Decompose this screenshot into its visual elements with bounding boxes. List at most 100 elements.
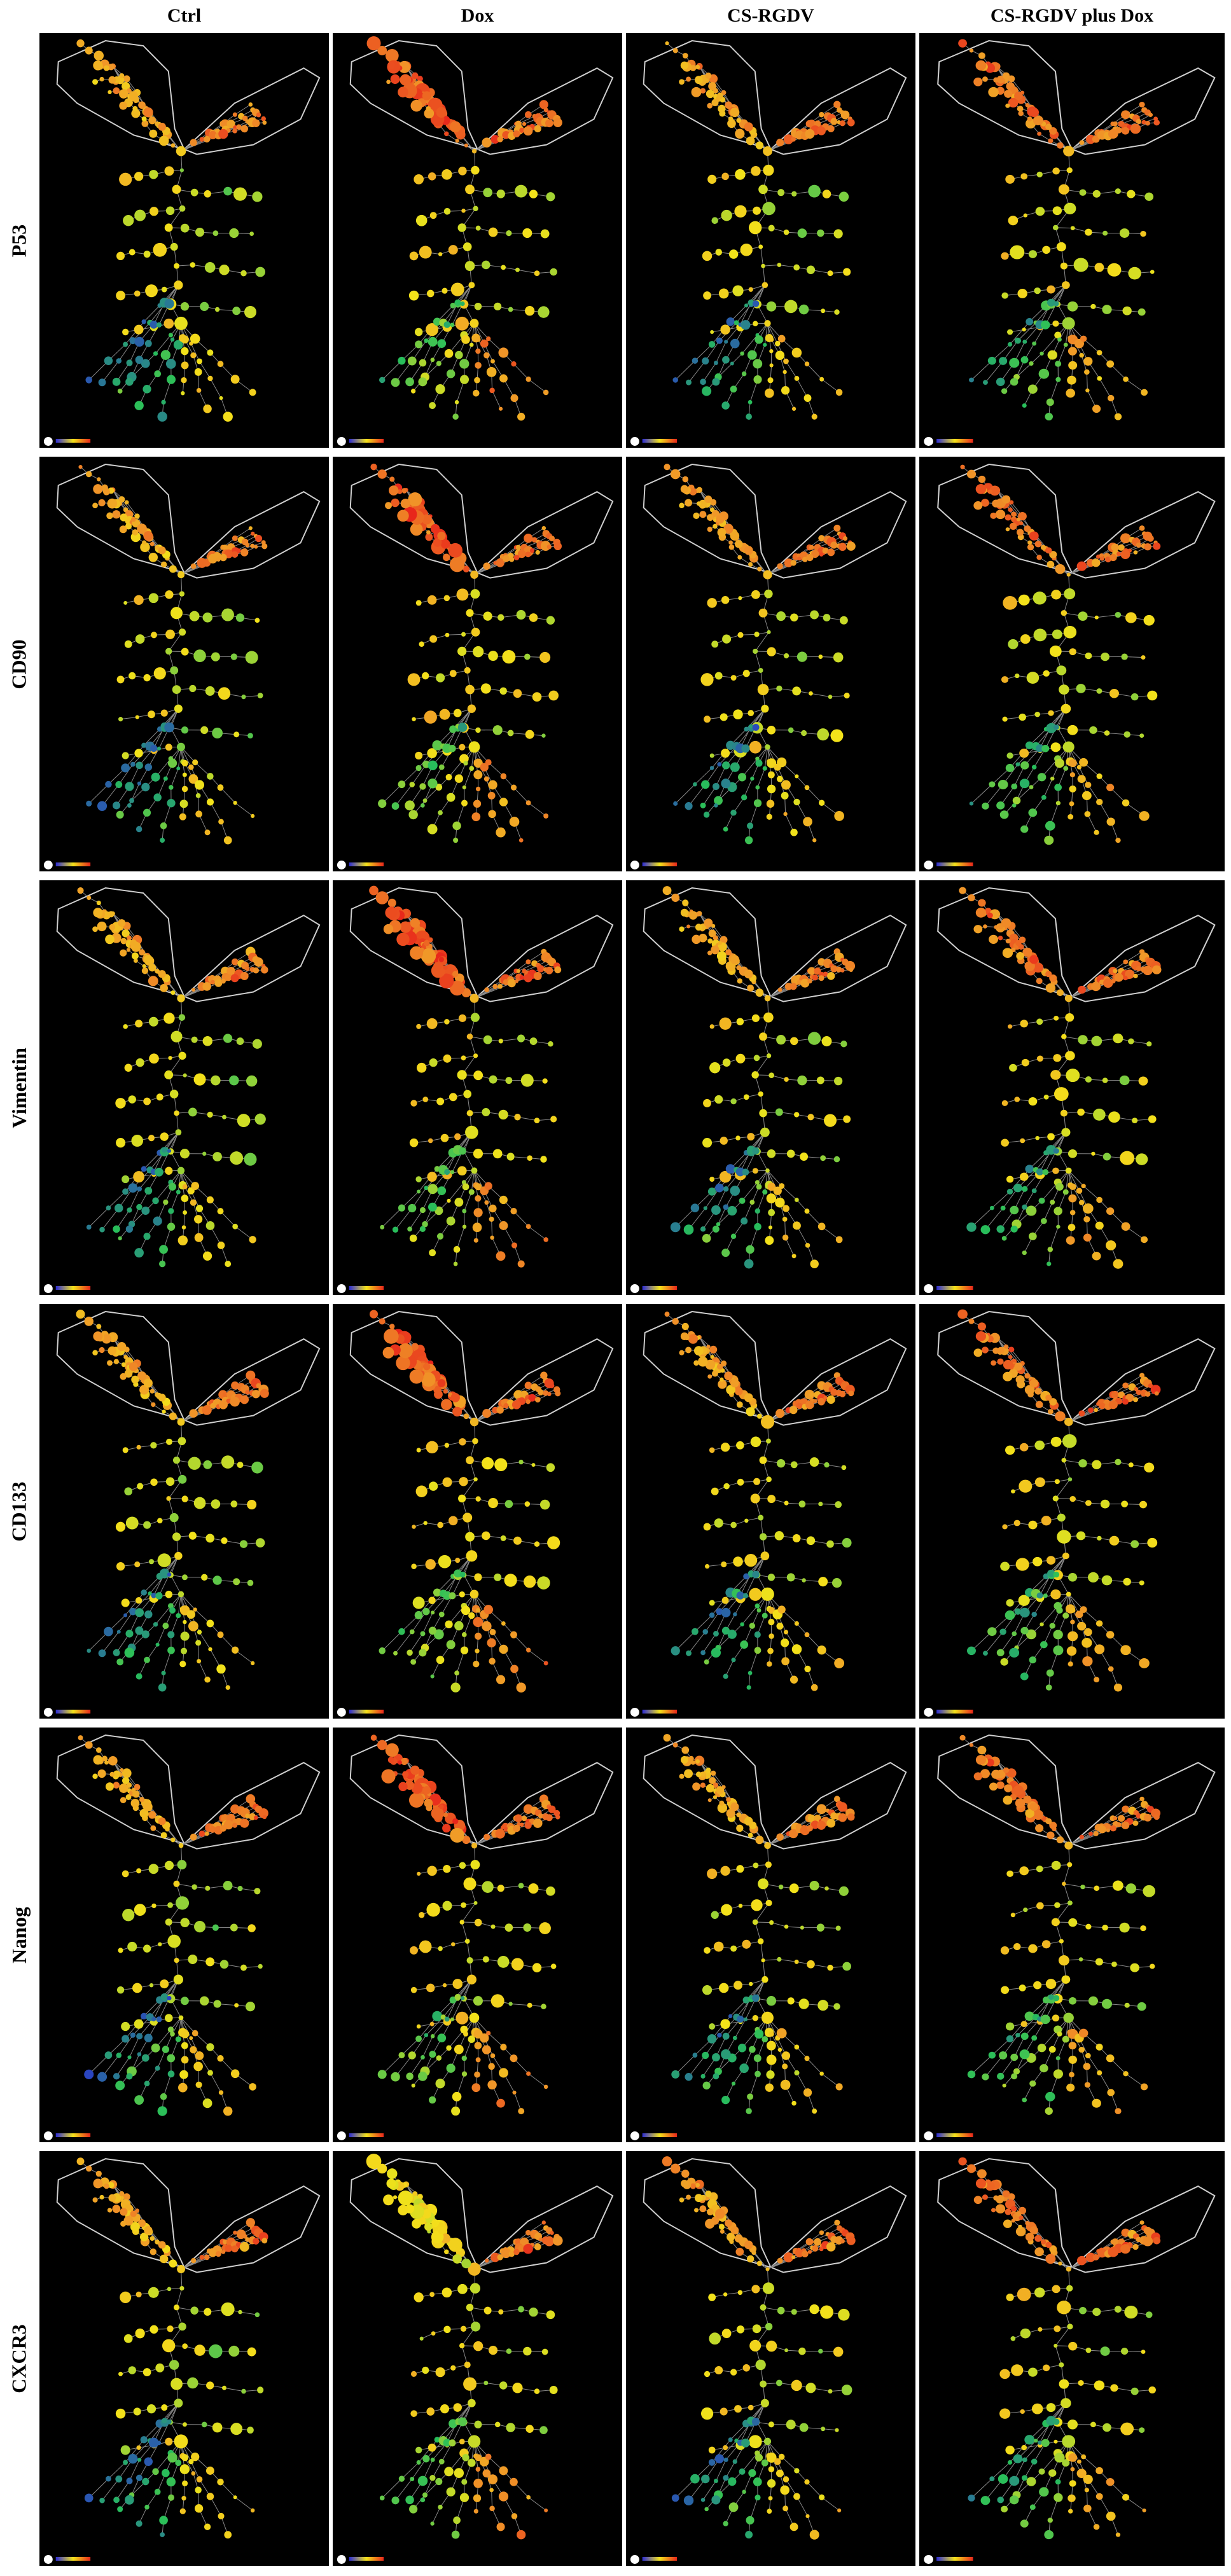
- cluster-outline-right: [769, 1762, 907, 1850]
- row-label-nanog: Nanog: [7, 1906, 31, 1963]
- tree-panel-r6-c4: [919, 2151, 1225, 2566]
- column-header-cs-rgdv: CS-RGDV: [727, 5, 814, 26]
- cluster-outline-right: [476, 915, 614, 1002]
- cluster-outline-right: [1071, 491, 1216, 579]
- cluster-outline-left: [643, 40, 772, 151]
- tree-nodes: [665, 41, 855, 420]
- tree-panel-r1-c4: [919, 33, 1225, 448]
- node-size-and-color-scale-legend: [924, 2554, 973, 2564]
- tree-nodes: [664, 1312, 855, 1691]
- tree-nodes: [370, 1735, 560, 2116]
- tree-panel-r4-c3: [626, 1304, 915, 1719]
- cluster-outline-left: [937, 1311, 1073, 1422]
- cluster-outline-right: [769, 491, 907, 579]
- spade-tree-diagram: [337, 1310, 614, 1717]
- node-size-and-color-scale-legend: [924, 860, 973, 869]
- tree-panel-r5-c3: [626, 1728, 915, 2142]
- cluster-outline-right: [476, 1762, 614, 1850]
- cluster-outline-left: [937, 887, 1073, 998]
- cluster-outline-left: [56, 2158, 186, 2269]
- spade-tree-diagram: [43, 2157, 321, 2564]
- cluster-outline-right: [183, 67, 321, 155]
- node-size-and-color-scale-legend: [337, 2131, 384, 2140]
- node-size-and-color-scale-legend: [337, 860, 384, 869]
- tree-nodes: [366, 2154, 563, 2540]
- cluster-outline-left: [937, 2158, 1073, 2269]
- tree-nodes: [76, 1309, 269, 1692]
- node-size-and-color-scale-legend: [924, 1707, 973, 1717]
- cluster-outline-right: [1071, 915, 1216, 1002]
- tree-panel-r4-c1: [39, 1304, 329, 1719]
- cluster-outline-right: [1071, 2185, 1216, 2273]
- cluster-outline-left: [937, 1735, 1073, 1845]
- cluster-outline-left: [56, 40, 186, 151]
- tree-panel-r6-c1: [39, 2151, 329, 2566]
- spade-tree-diagram: [337, 1735, 614, 2140]
- cluster-outline-right: [476, 1338, 614, 1426]
- cluster-outline-right: [769, 915, 907, 1002]
- tree-panel-r1-c3: [626, 33, 915, 448]
- spade-tree-diagram: [337, 36, 614, 446]
- tree-panel-r3-c3: [626, 880, 915, 1295]
- node-size-and-color-scale-legend: [630, 2554, 678, 2564]
- tree-nodes: [663, 1734, 855, 2114]
- cluster-outline-right: [476, 2185, 614, 2273]
- tree-nodes: [662, 886, 856, 1269]
- tree-nodes: [959, 887, 1162, 1269]
- node-size-and-color-scale-legend: [43, 860, 91, 869]
- row-label-cd133: CD133: [7, 1481, 31, 1542]
- tree-nodes: [77, 887, 268, 1268]
- tree-panel-r4-c2: [333, 1304, 622, 1719]
- spade-tree-diagram: [337, 2154, 614, 2564]
- tree-nodes: [78, 464, 268, 845]
- tree-nodes: [958, 39, 1160, 421]
- node-size-and-color-scale-legend: [43, 1284, 91, 1293]
- tree-nodes: [957, 1309, 1161, 1692]
- tree-panel-r6-c3: [626, 2151, 915, 2566]
- cluster-outline-left: [643, 464, 772, 574]
- spade-tree-diagram: [630, 2156, 907, 2564]
- tree-panel-r4-c4: [919, 1304, 1225, 1719]
- spade-tree-diagram: [924, 1735, 1216, 2140]
- node-size-and-color-scale-legend: [630, 1707, 678, 1717]
- spade-tree-diagram: [924, 39, 1216, 446]
- tree-panel-r3-c1: [39, 880, 329, 1295]
- cluster-outline-right: [476, 67, 614, 155]
- tree-panel-r3-c4: [919, 880, 1225, 1295]
- tree-nodes: [370, 463, 562, 843]
- spade-tree-diagram: [630, 1311, 907, 1717]
- row-label-p53: P53: [7, 224, 31, 257]
- spade-tree-diagram: [43, 39, 321, 446]
- node-size-and-color-scale-legend: [924, 2131, 973, 2140]
- tree-nodes: [958, 2157, 1161, 2540]
- spade-tree-diagram: [337, 463, 614, 869]
- tree-nodes: [369, 885, 562, 1268]
- spade-tree-diagram: [924, 1309, 1216, 1717]
- node-size-and-color-scale-legend: [630, 2131, 678, 2140]
- row-label-cxcr3: CXCR3: [7, 2323, 31, 2393]
- tree-nodes: [369, 1310, 561, 1693]
- spade-tree-diagram: [337, 885, 614, 1293]
- spade-tree-diagram: [924, 887, 1216, 1293]
- cluster-outline-right: [183, 491, 321, 579]
- cluster-outline-right: [1071, 67, 1216, 155]
- node-size-and-color-scale-legend: [43, 2131, 91, 2140]
- spade-tree-diagram: [43, 464, 321, 869]
- spade-tree-diagram: [630, 40, 907, 446]
- spade-tree-diagram: [924, 464, 1216, 869]
- column-header-dox: Dox: [461, 5, 494, 26]
- column-header-ctrl: Ctrl: [167, 5, 202, 26]
- cluster-outline-left: [56, 887, 186, 998]
- node-size-and-color-scale-legend: [43, 2554, 91, 2564]
- node-size-and-color-scale-legend: [924, 436, 973, 446]
- tree-nodes: [959, 1735, 1161, 2115]
- cluster-outline-left: [643, 1311, 772, 1422]
- tree-nodes: [76, 39, 267, 422]
- cluster-outline-right: [1071, 1762, 1216, 1850]
- cluster-outline-right: [183, 915, 321, 1002]
- node-size-and-color-scale-legend: [630, 860, 678, 869]
- tree-panel-r2-c2: [333, 457, 622, 871]
- cluster-outline-left: [56, 1311, 186, 1422]
- cluster-outline-left: [56, 1735, 186, 1845]
- tree-nodes: [664, 463, 856, 845]
